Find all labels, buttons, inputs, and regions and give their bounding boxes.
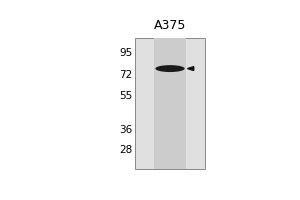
Ellipse shape — [155, 65, 185, 72]
Text: 55: 55 — [120, 91, 133, 101]
Bar — [154, 38, 186, 169]
Text: 28: 28 — [120, 145, 133, 155]
Text: 36: 36 — [120, 125, 133, 135]
Bar — [135, 38, 205, 169]
Text: 95: 95 — [120, 48, 133, 58]
Polygon shape — [188, 67, 194, 71]
Text: A375: A375 — [154, 19, 186, 32]
Text: 72: 72 — [120, 70, 133, 80]
